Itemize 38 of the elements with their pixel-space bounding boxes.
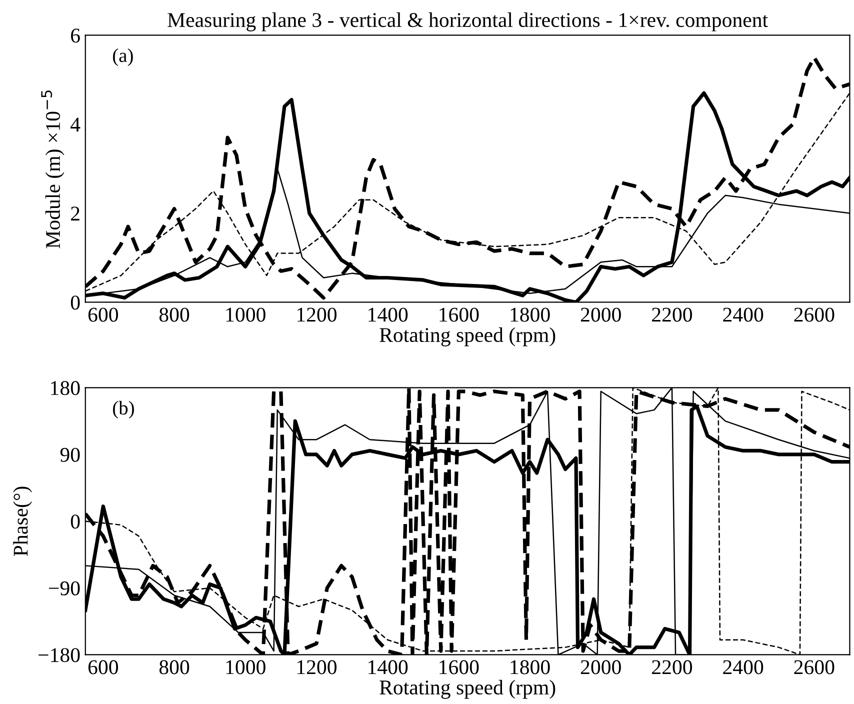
x-tick-label: 1800: [510, 308, 550, 322]
y-tick-label: −180: [38, 648, 80, 662]
x-tick-label: 1000: [226, 660, 266, 674]
x-tick-label: 600: [88, 660, 118, 674]
x-tick-label: 2400: [723, 660, 764, 674]
x-tick-label: 800: [159, 660, 190, 674]
y-tick-label: 90: [60, 448, 80, 462]
chart-title: Measuring plane 3 - vertical & horizontal directions - 1×rev. component: [168, 12, 768, 32]
y-tick-label: 6: [71, 28, 80, 43]
y-tick-label: 0: [70, 514, 80, 529]
y-axis-title: Module (m) ×10$^{−5}$: [41, 90, 64, 248]
x-tick-label: 600: [88, 308, 118, 322]
x-tick-label: 2200: [652, 660, 692, 674]
x-tick-label: 2000: [580, 660, 621, 674]
x-tick-label: 1400: [368, 308, 408, 322]
x-tick-label: 1600: [440, 308, 479, 322]
x-tick-label: 2200: [652, 308, 692, 322]
annotation: (a): [113, 48, 133, 66]
y-axis-title: Phase(°): [13, 486, 32, 556]
x-axis-title: Rotating speed (rpm): [380, 327, 556, 346]
x-tick-label: 2600: [794, 308, 834, 322]
x-tick-label: 1800: [510, 660, 550, 674]
y-tick-label: 180: [51, 381, 80, 396]
annotation: (b): [113, 400, 134, 419]
x-tick-label: 1200: [297, 660, 337, 674]
y-tick-label: 2: [71, 206, 80, 220]
x-tick-label: 1400: [368, 660, 408, 674]
x-tick-label: 2400: [723, 308, 764, 322]
x-tick-label: 800: [159, 308, 190, 322]
x-axis-title: Rotating speed (rpm): [380, 680, 556, 699]
y-tick-label: 0: [70, 296, 80, 310]
x-tick-label: 1200: [297, 308, 337, 322]
y-tick-label: −90: [48, 581, 80, 596]
x-tick-label: 2600: [794, 660, 834, 674]
y-tick-label: 4: [70, 118, 80, 132]
x-tick-label: 2000: [580, 308, 621, 322]
x-tick-label: 1000: [226, 308, 266, 322]
x-tick-label: 1600: [440, 660, 479, 674]
